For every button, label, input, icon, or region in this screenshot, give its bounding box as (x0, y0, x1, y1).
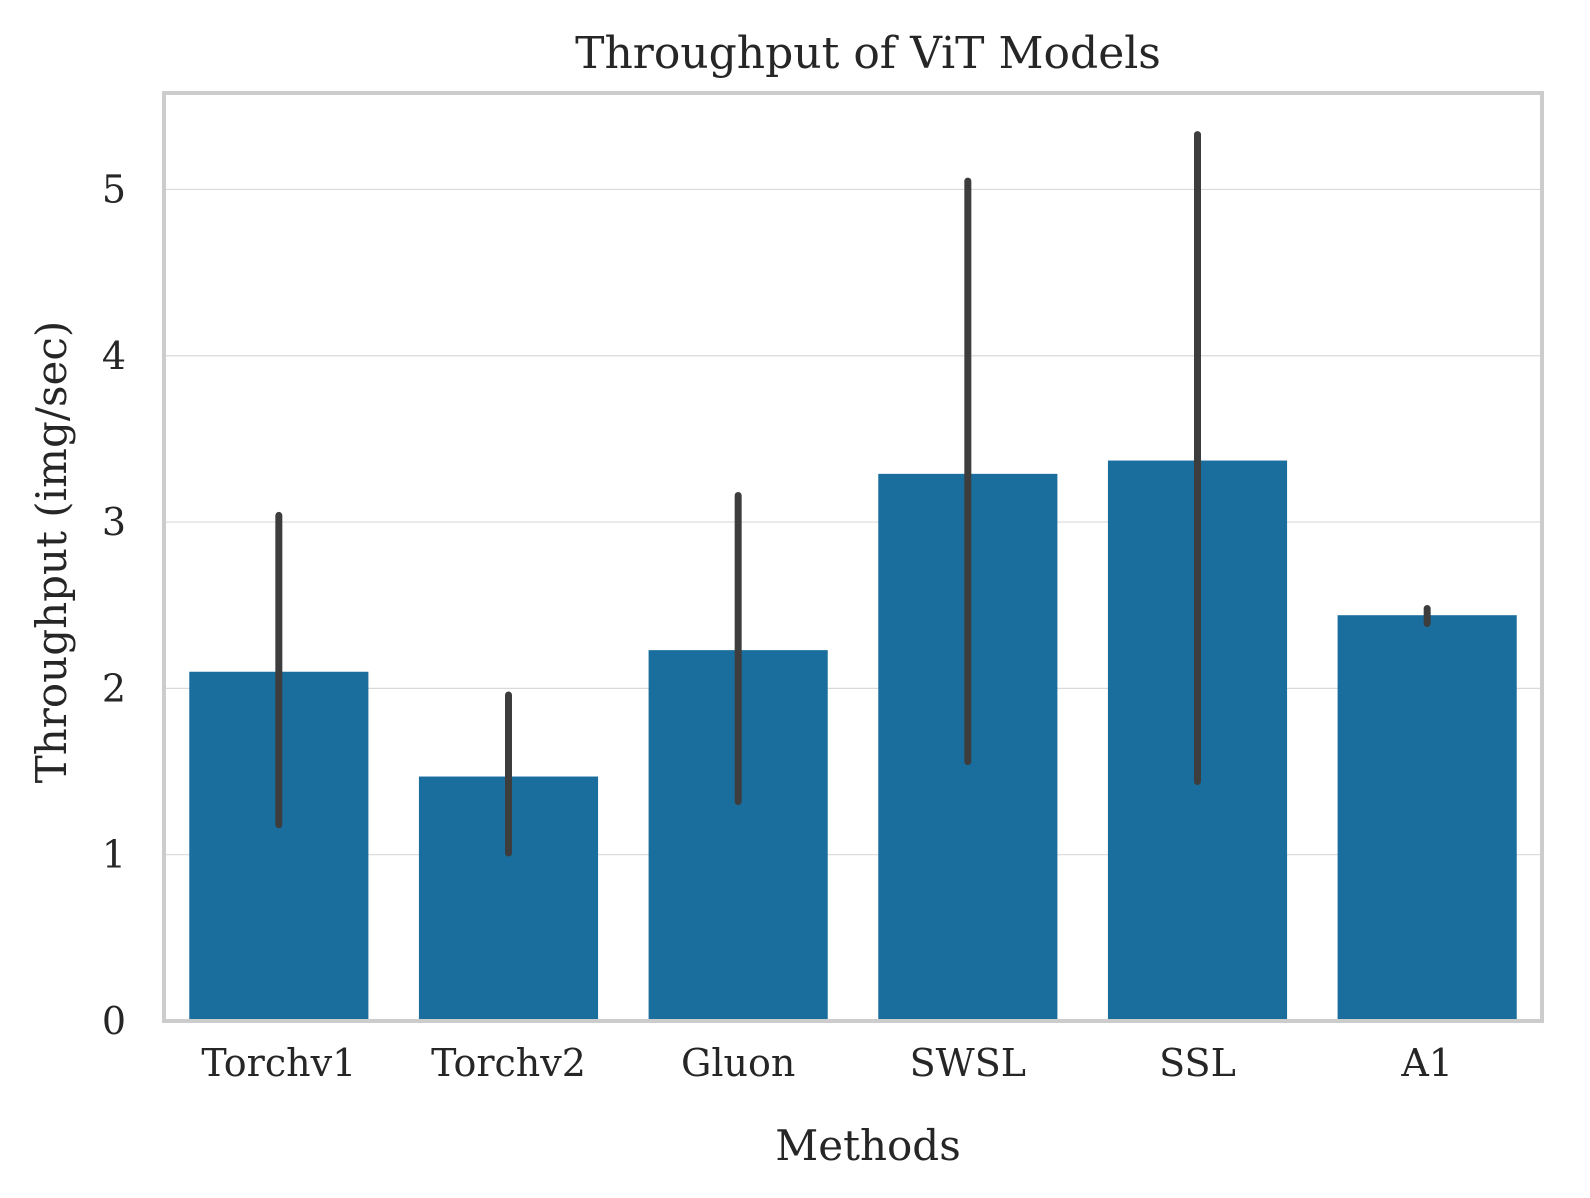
y-tick-labels: 0 1 2 3 4 5 (102, 167, 126, 1043)
plot-frame (162, 91, 1544, 1023)
y-tick-label: 1 (102, 833, 126, 877)
x-tick-label: SSL (1159, 1041, 1236, 1085)
y-tick-label: 0 (102, 999, 126, 1043)
error-bars (275, 131, 1431, 857)
x-tick-labels: Torchv1 Torchv2 Gluon SWSL SSL A1 (201, 1041, 1453, 1085)
x-axis-label: Methods (775, 1121, 961, 1170)
x-tick-label: Gluon (681, 1041, 795, 1085)
y-tick-label: 4 (102, 334, 126, 378)
x-tick-label: Torchv1 (201, 1041, 356, 1085)
y-tick-label: 3 (102, 500, 126, 544)
y-tick-label: 5 (102, 167, 126, 211)
x-tick-label: Torchv2 (431, 1041, 586, 1085)
gridlines (164, 188, 1542, 856)
bars (189, 460, 1517, 1021)
x-tick-label: A1 (1400, 1041, 1453, 1085)
bar-a1 (1337, 615, 1517, 1021)
y-axis-label: Throughput (img/sec) (27, 321, 76, 784)
y-tick-label: 2 (102, 666, 126, 710)
chart-title: Throughput of ViT Models (575, 28, 1161, 79)
x-tick-label: SWSL (910, 1041, 1026, 1085)
